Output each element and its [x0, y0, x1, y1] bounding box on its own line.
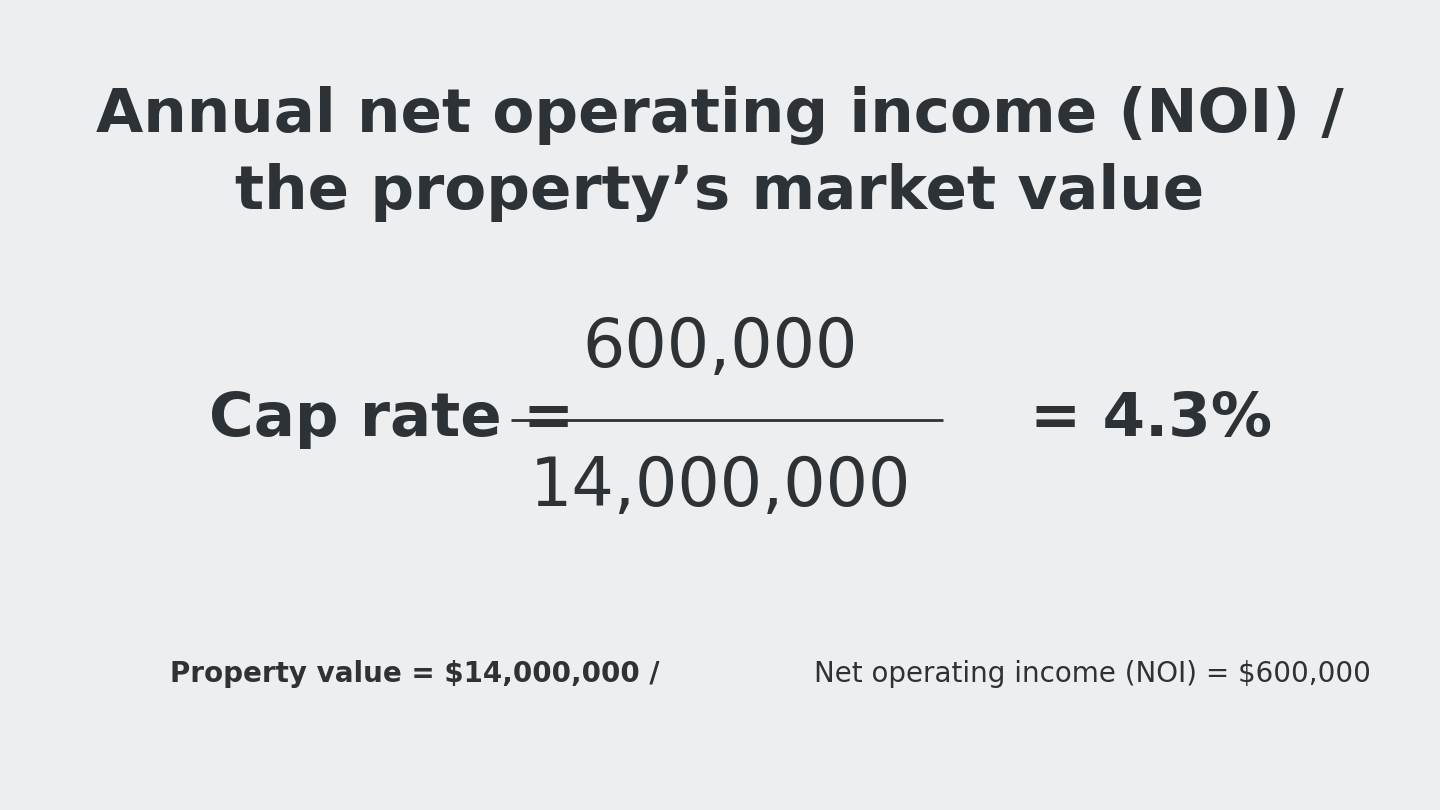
Text: = 4.3%: = 4.3%	[1030, 390, 1272, 449]
Text: 600,000: 600,000	[582, 315, 858, 382]
Text: Property value = $14,000,000 /: Property value = $14,000,000 /	[170, 660, 670, 688]
Text: 14,000,000: 14,000,000	[530, 454, 910, 520]
Text: Cap rate =: Cap rate =	[209, 390, 595, 449]
Text: the property’s market value: the property’s market value	[235, 164, 1205, 222]
Text: Net operating income (NOI) = $600,000: Net operating income (NOI) = $600,000	[814, 660, 1371, 688]
Text: Annual net operating income (NOI) /: Annual net operating income (NOI) /	[96, 86, 1344, 144]
